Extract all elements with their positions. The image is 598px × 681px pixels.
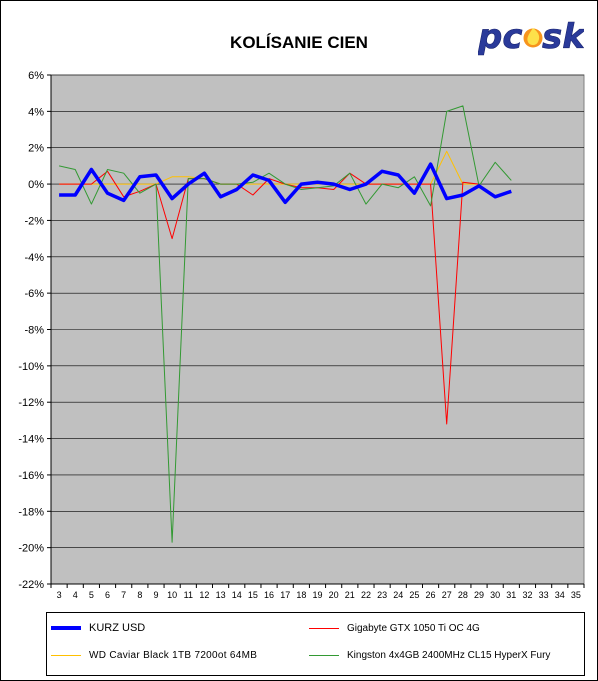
x-tick-label: 16 xyxy=(264,590,274,600)
svg-text:pc: pc xyxy=(478,17,523,57)
y-tick-label: -4% xyxy=(24,252,44,264)
y-tick-label: -22% xyxy=(18,579,44,591)
y-tick-label: -10% xyxy=(18,361,44,373)
legend-entry-gigabyte: Gigabyte GTX 1050 Ti OC 4G xyxy=(309,623,480,634)
x-axis: 3 4 5 6 7 8 9 10 11 12 13 14 15 16 17 18 19 20 21 22 23 24 25 2… xyxy=(50,583,585,600)
x-tick-label: 17 xyxy=(280,590,290,600)
x-tick-label: 11 xyxy=(184,590,193,600)
legend-swatch xyxy=(309,655,339,656)
svg-text:sk: sk xyxy=(542,17,584,57)
legend-label: WD Caviar Black 1TB 7200ot 64MB xyxy=(89,650,258,661)
series-line-0 xyxy=(59,162,512,205)
x-tick-label: 12 xyxy=(199,590,209,600)
x-tick-label: 20 xyxy=(329,590,339,600)
legend-label: Kingston 4x4GB 2400MHz CL15 HyperX Fury xyxy=(347,650,551,661)
x-tick-label: 14 xyxy=(232,590,242,600)
x-tick-label: 24 xyxy=(393,590,403,600)
y-tick-label: 0% xyxy=(28,179,44,191)
chart-title: KOLÍSANIE CIEN xyxy=(230,33,368,52)
legend: KURZ USD Gigabyte GTX 1050 Ti OC 4G WD C… xyxy=(46,612,585,676)
y-tick-label: -14% xyxy=(18,434,44,446)
x-tick-label: 29 xyxy=(474,590,484,600)
x-tick-label: 25 xyxy=(409,590,419,600)
x-tick-label: 26 xyxy=(426,590,436,600)
series-lines xyxy=(58,105,512,543)
pcosk-logo: pc sk xyxy=(478,17,584,58)
x-tick-label: 6 xyxy=(105,590,110,600)
x-tick-label: 3 xyxy=(57,590,62,600)
x-tick-label: 10 xyxy=(167,590,177,600)
x-tick-label: 13 xyxy=(216,590,226,600)
x-tick-label: 9 xyxy=(153,590,158,600)
x-tick-label: 27 xyxy=(442,590,452,600)
x-tick-label: 22 xyxy=(361,590,371,600)
x-tick-label: 30 xyxy=(490,590,500,600)
y-tick-label: -16% xyxy=(18,470,44,482)
legend-entry-kingston: Kingston 4x4GB 2400MHz CL15 HyperX Fury xyxy=(309,650,550,661)
x-tick-label: 34 xyxy=(555,590,565,600)
x-tick-label: 8 xyxy=(137,590,142,600)
y-tick-label: 6% xyxy=(28,70,44,82)
x-tick-label: 32 xyxy=(522,590,532,600)
legend-entry-kurz-usd: KURZ USD xyxy=(51,622,145,634)
x-tick-label: 35 xyxy=(571,590,581,600)
y-tick-label: 4% xyxy=(28,106,44,118)
y-tick-label: -8% xyxy=(24,325,44,337)
legend-label: KURZ USD xyxy=(89,622,146,634)
x-tick-label: 31 xyxy=(506,590,516,600)
legend-swatch xyxy=(51,626,81,630)
x-tick-label: 4 xyxy=(73,590,78,600)
x-tick-label: 15 xyxy=(248,590,258,600)
x-tick-label: 23 xyxy=(377,590,387,600)
x-tick-label: 18 xyxy=(296,590,306,600)
x-tick-label: 7 xyxy=(121,590,126,600)
y-tick-label: -2% xyxy=(24,215,44,227)
legend-swatch xyxy=(309,628,339,629)
y-axis: 6% 4% 2% 0% -2% -4% -6% -8% -10% -12% -14% -16% -18%… xyxy=(18,70,52,591)
x-tick-label: 19 xyxy=(312,590,322,600)
y-tick-label: -6% xyxy=(24,288,44,300)
x-tick-label: 28 xyxy=(458,590,468,600)
y-tick-label: -12% xyxy=(18,397,44,409)
y-tick-label: -20% xyxy=(18,543,44,555)
legend-entry-wd-caviar: WD Caviar Black 1TB 7200ot 64MB xyxy=(51,650,257,661)
legend-label: Gigabyte GTX 1050 Ti OC 4G xyxy=(347,623,480,634)
x-tick-label: 5 xyxy=(89,590,94,600)
y-tick-label: -18% xyxy=(18,506,44,518)
x-tick-label: 21 xyxy=(345,590,355,600)
legend-swatch xyxy=(51,655,81,656)
x-tick-label: 33 xyxy=(539,590,549,600)
y-tick-label: 2% xyxy=(28,143,44,155)
